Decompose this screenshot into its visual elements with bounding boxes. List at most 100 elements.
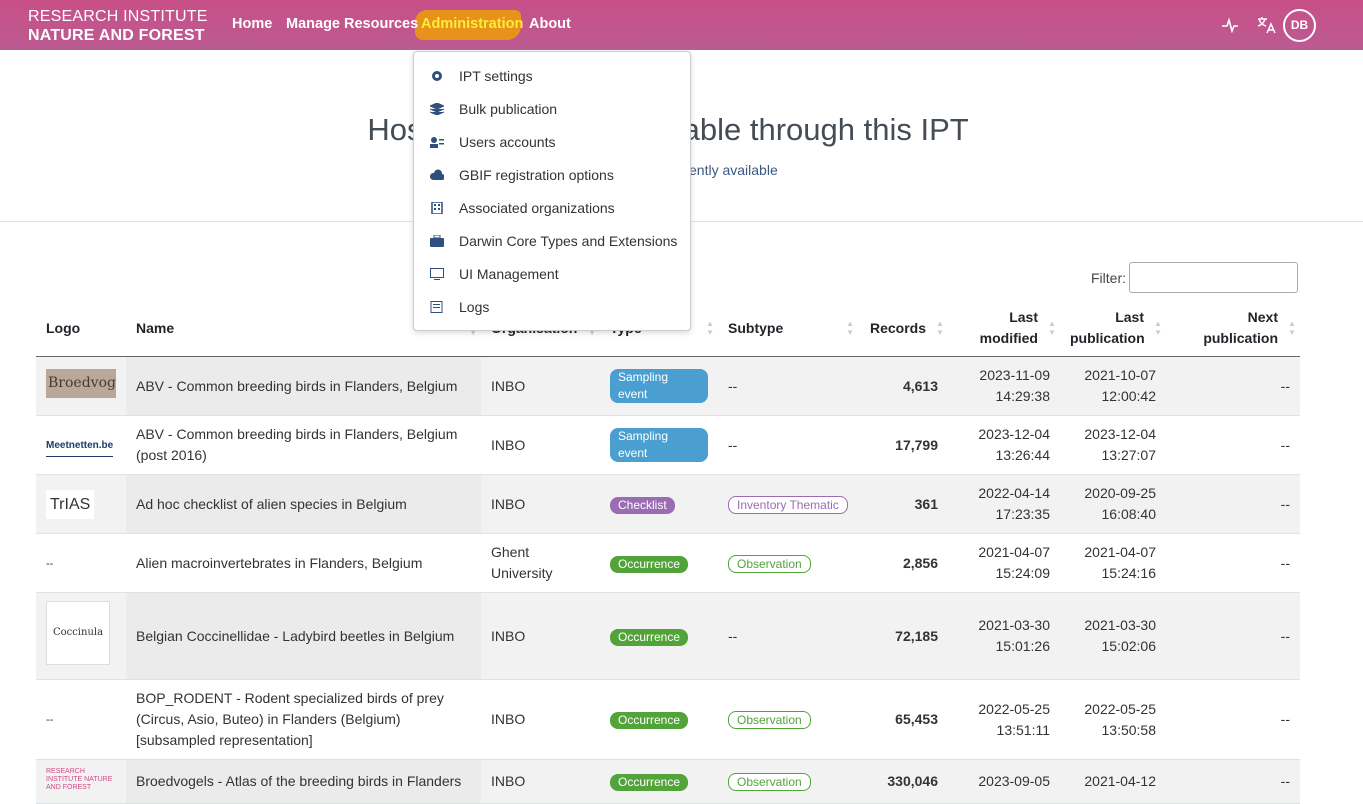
logo: -- (46, 714, 54, 726)
menu-item[interactable]: Users accounts (459, 134, 556, 150)
nav-link[interactable]: Manage Resources (286, 16, 419, 32)
records-cell: 330,046 (858, 759, 948, 804)
subtype-cell: Observation (718, 759, 858, 804)
name-cell[interactable]: Belgian Coccinellidae - Ladybird beetles… (126, 592, 481, 680)
menu-item[interactable]: Associated organizations (459, 200, 615, 216)
org-cell: INBO (481, 356, 600, 416)
subtype-cell: -- (718, 356, 858, 416)
nav-link[interactable]: About (529, 16, 571, 32)
published-cell: 2023-12-04 13:27:07 (1060, 415, 1166, 475)
date-part: 15:24:16 (1101, 565, 1157, 581)
column-header[interactable]: Last publication ▲ ▼ (1060, 300, 1166, 357)
modified-cell: 2023-11-09 14:29:38 (948, 356, 1060, 416)
date-part: 2021-03-30 (978, 617, 1050, 633)
name-cell[interactable]: Broedvogels - Atlas of the breeding bird… (126, 759, 481, 804)
name-cell[interactable]: ABV - Common breeding birds in Flanders,… (126, 415, 481, 475)
org-cell: INBO (481, 592, 600, 680)
filter-label: Filter: (1091, 270, 1126, 286)
column-label: Subtype (728, 319, 784, 336)
top-bar: RESEARCH INSTITUTE NATURE AND FOREST Hom… (0, 0, 1363, 50)
menu-item[interactable]: GBIF registration options (459, 167, 614, 183)
column-label: Name (136, 319, 175, 336)
column-header[interactable]: Next publication ▲ ▼ (1166, 300, 1300, 357)
sort-arrows: ▲▼ (936, 319, 944, 337)
org-cell: INBO (481, 474, 600, 534)
nav-link[interactable]: Home (232, 16, 273, 32)
logo: TrIAS (46, 489, 95, 519)
org-cell: Ghent University (481, 533, 600, 593)
date-part: 2023-11-09 (979, 367, 1050, 383)
menu-item[interactable]: Bulk publication (459, 101, 558, 117)
date-part: 2023-12-04 (1084, 426, 1156, 442)
table-row: RESEARCH INSTITUTE NATURE AND FOREST Broe… (36, 759, 1300, 804)
sort-arrows: ▲▼ (1154, 319, 1162, 337)
records-cell: 72,185 (858, 592, 948, 680)
health-icon[interactable] (1221, 17, 1239, 33)
subtype-cell: Observation (718, 679, 858, 760)
date-part: 2022-04-14 (978, 485, 1050, 501)
date-part: 15:24:09 (995, 565, 1051, 581)
next-cell: -- (1166, 356, 1300, 416)
name-cell[interactable]: BOP_RODENT - Rodent specialized birds of… (126, 679, 481, 760)
logo-cell: TrIAS (36, 474, 126, 534)
avatar[interactable]: DB (1283, 9, 1316, 42)
next-cell: -- (1166, 592, 1300, 680)
language-icon[interactable] (1256, 15, 1276, 35)
page-subtitle: ently available (689, 162, 778, 178)
records-cell: 17,799 (858, 415, 948, 475)
name-cell[interactable]: Alien macroinvertebrates in Flanders, Be… (126, 533, 481, 593)
type-badge: Occurrence (610, 628, 689, 646)
type-badge: Checklist (610, 496, 675, 514)
modified-cell: 2022-05-25 13:51:11 (948, 679, 1060, 760)
date-part: 13:51:11 (996, 721, 1050, 738)
subtype-cell: -- (718, 415, 858, 475)
menu-item[interactable]: Logs (459, 299, 490, 315)
type-cell: Sampling event (600, 415, 718, 475)
highlight (415, 10, 521, 40)
column-label: Last publication (1070, 309, 1145, 346)
table-row: -- Alien macroinvertebrates in Flanders, … (36, 533, 1300, 593)
name-cell[interactable]: Ad hoc checklist of alien species in Bel… (126, 474, 481, 534)
published-cell: 2022-05-25 13:50:58 (1060, 679, 1166, 760)
table-row: Broedvogel ABV - Common breeding birds in… (36, 356, 1300, 416)
nav-link[interactable]: Administration (421, 16, 524, 32)
date-part: 2021-03-30 (1084, 617, 1156, 633)
column-label: Records (869, 319, 926, 336)
type-badge: Sampling event (610, 427, 708, 462)
date-part: 2022-05-25 (1084, 700, 1156, 717)
logo: RESEARCH INSTITUTE NATURE AND FOREST (46, 768, 113, 791)
type-cell: Occurrence (600, 533, 718, 593)
logo-cell: Broedvogel (36, 356, 126, 416)
subtype-badge: -- (728, 627, 738, 644)
table-row: Coccinula Belgian Coccinellidae - Ladybir… (36, 592, 1300, 680)
subtype-badge: Observation (728, 711, 811, 729)
subtype-badge: Observation (728, 773, 811, 791)
date-part: 2021-04-12 (1084, 773, 1156, 789)
menu-item[interactable]: Darwin Core Types and Extensions (459, 233, 678, 249)
records-cell: 361 (858, 474, 948, 534)
column-header[interactable]: Last modified ▲ ▼ (948, 300, 1060, 357)
date-part: 13:50:58 (1101, 721, 1157, 738)
logo: Broedvogel (46, 368, 116, 398)
column-header[interactable]: Records ▲ ▼ (858, 300, 948, 357)
name-cell[interactable]: ABV - Common breeding birds in Flanders,… (126, 356, 481, 416)
filter-input[interactable] (1129, 262, 1298, 293)
menu-item[interactable]: IPT settings (459, 68, 533, 84)
date-part: 2020-09-25 (1084, 485, 1156, 501)
date-part: 2021-10-07 (1084, 367, 1156, 383)
published-cell: 2021-04-12 (1060, 759, 1166, 804)
modified-cell: 2021-03-30 15:01:26 (948, 592, 1060, 680)
menu-item[interactable]: UI Management (459, 266, 559, 282)
next-cell: -- (1166, 759, 1300, 804)
column-header: Logo (36, 300, 126, 357)
type-cell: Occurrence (600, 592, 718, 680)
brand-line[interactable]: NATURE AND FOREST (28, 27, 205, 44)
modified-cell: 2021-04-07 15:24:09 (948, 533, 1060, 593)
column-header[interactable]: Subtype ▲ ▼ (718, 300, 858, 357)
logo: Coccinula (46, 601, 110, 665)
table-row: Meetnetten.be ABV - Common breeding birds… (36, 415, 1300, 475)
type-cell: Sampling event (600, 356, 718, 416)
brand-line[interactable]: RESEARCH INSTITUTE (28, 8, 208, 25)
published-cell: 2021-10-07 12:00:42 (1060, 356, 1166, 416)
